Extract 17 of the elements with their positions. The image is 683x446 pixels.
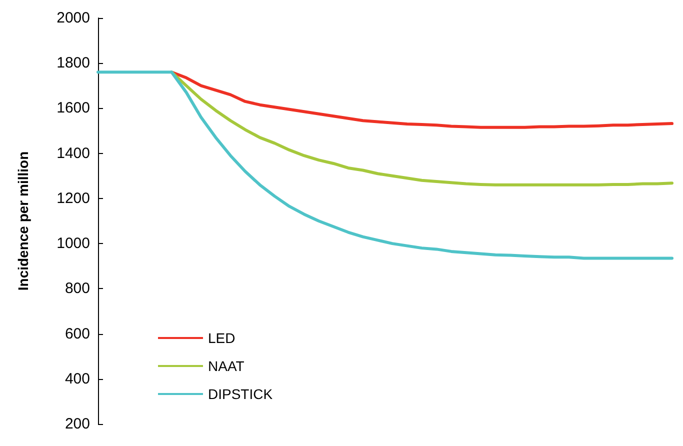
y-tick-label: 600 bbox=[64, 325, 90, 342]
line-series bbox=[170, 70, 674, 186]
legend-label: NAAT bbox=[208, 358, 245, 374]
y-tick-label: 800 bbox=[64, 280, 90, 298]
y-tick-label: 2000 bbox=[56, 10, 90, 26]
y-tick-label: 1200 bbox=[56, 190, 90, 207]
line-series bbox=[170, 70, 674, 129]
y-tick-label: 400 bbox=[64, 370, 90, 388]
y-tick-label: 1000 bbox=[56, 235, 90, 252]
y-tick-label: 1400 bbox=[56, 144, 90, 162]
y-tick-label: 1600 bbox=[56, 100, 90, 117]
line-series bbox=[96, 70, 674, 260]
y-tick-label: 1800 bbox=[56, 54, 90, 72]
y-tick-label: 200 bbox=[64, 416, 90, 432]
legend-label: LED bbox=[208, 330, 236, 346]
legend-label: DIPSTICK bbox=[208, 386, 274, 402]
y-axis-title: Incidence per million bbox=[15, 151, 31, 291]
